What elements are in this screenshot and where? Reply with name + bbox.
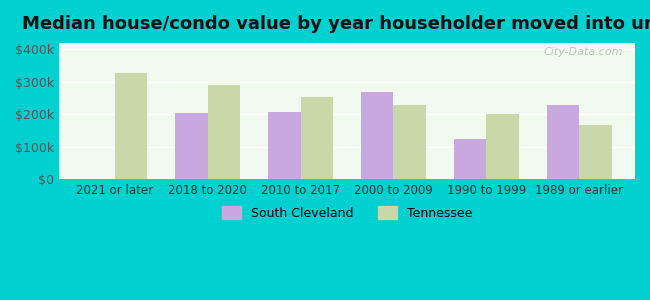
Text: City-Data.com: City-Data.com [544, 47, 623, 57]
Bar [454, 139, 486, 179]
Title: Median house/condo value by year householder moved into unit: Median house/condo value by year househo… [22, 15, 650, 33]
Bar [579, 125, 612, 179]
Bar [207, 85, 240, 179]
Bar [300, 97, 333, 179]
Bar [268, 112, 300, 179]
Bar [361, 92, 393, 179]
Bar [115, 73, 148, 179]
Legend: South Cleveland, Tennessee: South Cleveland, Tennessee [217, 202, 477, 225]
Bar [393, 105, 426, 179]
Bar [547, 105, 579, 179]
Bar [175, 113, 207, 179]
Bar [486, 114, 519, 179]
